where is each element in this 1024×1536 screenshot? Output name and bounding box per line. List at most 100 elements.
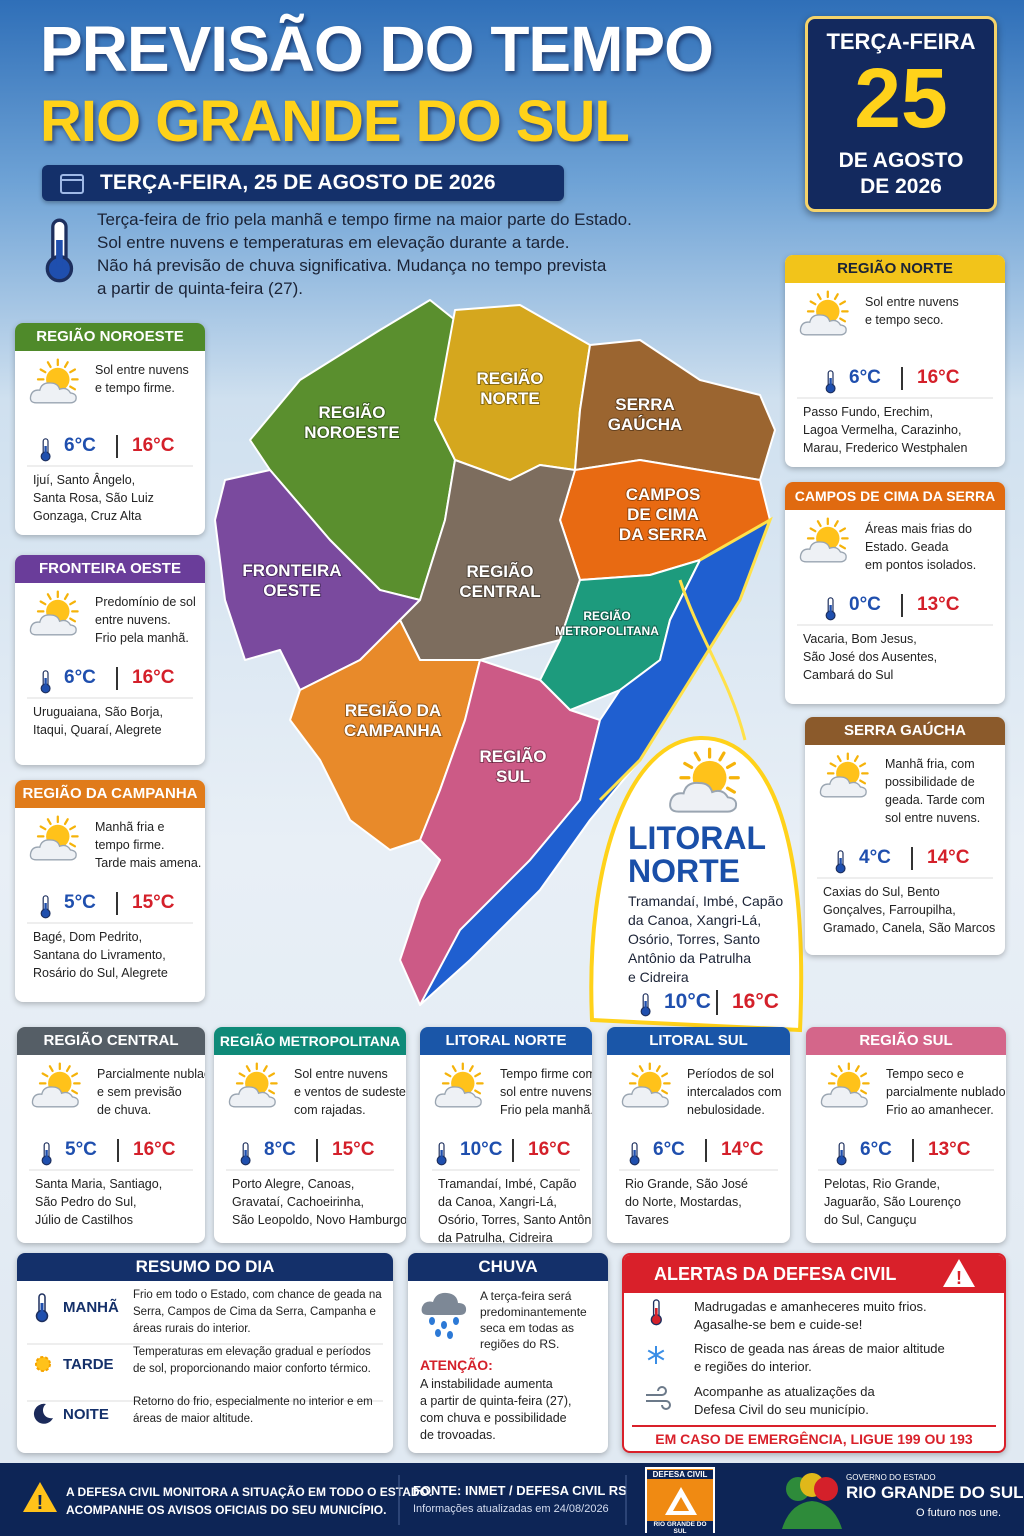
- card-description: Manhã fria, com: [885, 757, 975, 771]
- sun-ray: [839, 300, 847, 306]
- gov-logo-top: GOVERNO DO ESTADO: [846, 1473, 936, 1482]
- thermometer-icon: [240, 1142, 251, 1166]
- footer-notice: A DEFESA CIVIL MONITORA A SITUAÇÃO EM TO…: [66, 1485, 433, 1499]
- card-description: Parcialmente nublado: [97, 1067, 205, 1081]
- card-title: LITORAL NORTE: [420, 1027, 592, 1055]
- sun-ray: [833, 293, 839, 301]
- icon-group: [640, 993, 651, 1017]
- map-label: SUL: [496, 767, 530, 786]
- sun-ray: [830, 1072, 838, 1078]
- emergency: EM CASO DE EMERGÊNCIA, LIGUE 199 OU 193: [632, 1425, 996, 1451]
- temp-separator: [716, 990, 718, 1015]
- card-description: Manhã fria e: [95, 820, 165, 834]
- thermometer-icon: [40, 670, 51, 694]
- cloud: [434, 1086, 482, 1108]
- icon-group: [825, 370, 836, 394]
- calendar-icon: [60, 174, 84, 194]
- map-label: NOROESTE: [304, 423, 399, 442]
- icon-group: [836, 1142, 847, 1166]
- sun-ray: [46, 361, 52, 369]
- calendar-body: [60, 174, 84, 194]
- date-day: 25: [854, 51, 948, 145]
- region-card: LITORAL SUL Períodos de sol intercalados c…: [607, 1027, 790, 1243]
- map-label: DE CIMA: [627, 505, 699, 524]
- warning-mark: !: [956, 1268, 962, 1288]
- icon-group: [228, 1062, 278, 1108]
- sun-ray: [69, 600, 77, 606]
- resumo-text: de sol, proporcionando maior conforto té…: [133, 1363, 371, 1375]
- rain-drop: [429, 1317, 435, 1325]
- sun-ray: [71, 1072, 79, 1078]
- thermo-level: [44, 446, 47, 456]
- thermometer-icon: [35, 1293, 49, 1323]
- sun-ray: [39, 825, 47, 831]
- callout-cities: Tramandaí, Imbé, Capão: [628, 893, 784, 909]
- thermometer-icon: [436, 1142, 447, 1166]
- card-divider: [619, 1169, 778, 1171]
- sun-ray: [693, 751, 701, 762]
- temp-separator: [705, 1139, 707, 1162]
- card-cities: Marau, Frederico Westphalen: [803, 441, 968, 455]
- card-cities: Passo Fundo, Erechim,: [803, 405, 933, 419]
- sun-cloud-icon: [29, 815, 79, 861]
- region-card: REGIÃO NORTE Sol entre nuvens e tempo seco…: [785, 255, 1005, 467]
- card-description: e ventos de sudeste: [294, 1085, 406, 1099]
- resumo-panel: RESUMO DO DIA MANHÃ Frio em todo o Estado,…: [17, 1253, 393, 1453]
- card-description: Períodos de sol: [687, 1067, 774, 1081]
- sun-ray: [860, 1089, 868, 1095]
- map-label: REGIÃO: [476, 368, 543, 388]
- divider: [27, 1343, 383, 1345]
- region-card: REGIÃO CENTRAL Parcialmente nublado e sem …: [17, 1027, 205, 1243]
- chuva-attention-text: A instabilidade aumenta: [420, 1377, 553, 1391]
- thermometer-icon: [836, 1142, 847, 1166]
- snow-arm: [647, 1349, 665, 1361]
- card-title: REGIÃO NORTE: [785, 255, 1005, 283]
- temp-max: 16°C: [732, 990, 779, 1013]
- thermo-level: [644, 1001, 647, 1011]
- date-bar-text: TERÇA-FEIRA, 25 DE AGOSTO DE 2026: [100, 171, 496, 194]
- sun-ray: [839, 544, 847, 550]
- resumo-text: Retorno do frio, especialmente no interi…: [133, 1396, 373, 1408]
- emblem-inner: [673, 1497, 689, 1511]
- sun-cloud-icon: [799, 517, 849, 563]
- thermo-level: [440, 1150, 443, 1160]
- thermo-level: [840, 1150, 843, 1160]
- card-cities: São José dos Ausentes,: [803, 650, 938, 664]
- defesa-logo-bottom: RIO GRANDE DO SUL: [647, 1521, 713, 1535]
- moon: [33, 1403, 53, 1424]
- map-label: CAMPANHA: [344, 721, 442, 740]
- callout-title: NORTE: [628, 853, 740, 889]
- card-cities: Rio Grande, São José: [625, 1177, 748, 1191]
- card-description: Tempo seco e: [886, 1067, 964, 1081]
- warning-triangle: [23, 1482, 57, 1512]
- sun-ray: [39, 600, 47, 606]
- thermometer-icon: [41, 1142, 52, 1166]
- resumo-label: NOITE: [63, 1406, 109, 1423]
- sun-ray: [268, 1072, 276, 1078]
- alerta-text: Defesa Civil do seu município.: [694, 1402, 869, 1417]
- card-description: sol entre nuvens.: [500, 1085, 592, 1099]
- card-cities: Bagé, Dom Pedrito,: [33, 930, 143, 944]
- card-cities: Osório, Torres, Santo Antônio: [438, 1213, 592, 1227]
- date-weekday: TERÇA-FEIRA: [826, 29, 976, 54]
- footer: ! A DEFESA CIVIL MONITORA A SITUAÇÃO EM T…: [0, 1463, 1024, 1536]
- card-cities: do Sul, Canguçu: [824, 1213, 917, 1227]
- card-description: e sem previsão: [97, 1085, 182, 1099]
- sun-cloud-icon: [434, 1062, 484, 1108]
- icon-group: [434, 1062, 484, 1108]
- card-cities: Gramado, Canela, São Marcos: [823, 921, 996, 935]
- thermo-level: [829, 378, 832, 388]
- card-description: nebulosidade.: [687, 1103, 765, 1117]
- temp-max: 16°C: [132, 667, 175, 688]
- card-title: REGIÃO SUL: [806, 1027, 1006, 1055]
- gov-logo-tagline: O futuro nos une.: [916, 1507, 1001, 1519]
- icon-group: [621, 1062, 671, 1108]
- sun-ray: [468, 1065, 474, 1073]
- sun-ray: [46, 593, 52, 601]
- alertas-title: ALERTAS DA DEFESA CIVIL: [624, 1255, 1004, 1293]
- icon-group: [819, 752, 869, 798]
- thermo-level: [40, 1303, 44, 1315]
- temp-max: 14°C: [721, 1139, 764, 1160]
- icon-group: [29, 815, 79, 861]
